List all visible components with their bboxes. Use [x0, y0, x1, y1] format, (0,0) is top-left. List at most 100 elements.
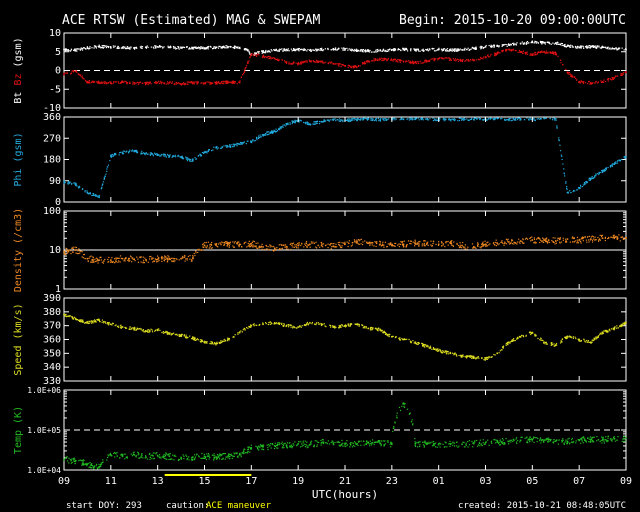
mag-scatter-dot [120, 47, 123, 49]
mag-scatter-dot [405, 47, 407, 50]
speed-scatter-dot [178, 335, 181, 337]
density-scatter-dot [600, 235, 603, 237]
phi-scatter-dot [611, 165, 614, 167]
mag-scatter-dot [309, 48, 312, 51]
mag-scatter-dot [462, 49, 464, 51]
speed-scatter-dot [545, 341, 547, 344]
speed-scatter-dot [193, 339, 195, 341]
density-scatter-dot [414, 239, 416, 241]
speed-scatter-dot [283, 325, 285, 327]
speed-scatter-dot [329, 324, 332, 327]
phi-scatter-dot [514, 118, 516, 121]
phi-scatter-dot [314, 120, 316, 123]
mag-scatter-dot [548, 41, 550, 43]
mag-scatter-dot [443, 48, 446, 50]
mag-scatter-dot [512, 49, 515, 51]
mag-scatter-dot [113, 81, 115, 83]
mag-scatter-dot [582, 46, 584, 48]
mag-scatter-dot [414, 48, 416, 50]
density-scatter-dot [164, 257, 166, 259]
mag-scatter-dot [274, 58, 276, 60]
speed-scatter-dot [500, 349, 502, 351]
mag-scatter-dot [133, 47, 135, 49]
density-scatter-dot [382, 241, 384, 243]
speed-scatter-dot [106, 323, 109, 325]
mag-scatter-dot [417, 48, 419, 50]
density-scatter-dot [562, 237, 564, 239]
density-scatter-dot [169, 258, 171, 261]
mag-data-point [320, 48, 323, 51]
density-scatter-dot [504, 242, 506, 244]
density-scatter-dot [205, 246, 207, 248]
mag-scatter-dot [319, 60, 322, 62]
density-scatter-dot [559, 241, 561, 243]
phi-scatter-dot [314, 123, 317, 125]
speed-scatter-dot [475, 358, 477, 360]
phi-scatter-dot [601, 170, 603, 172]
density-scatter-dot [612, 237, 614, 239]
phi-scatter-dot [143, 152, 145, 154]
speed-scatter-dot [103, 320, 105, 323]
temp-data-point [367, 441, 370, 444]
mag-scatter-dot [471, 47, 473, 49]
mag-scatter-dot [481, 57, 483, 60]
density-scatter-dot [521, 242, 524, 244]
phi-scatter-dot [275, 128, 277, 130]
phi-scatter-dot [73, 182, 75, 184]
speed-data-point [238, 331, 241, 334]
phi-scatter-dot [555, 119, 557, 122]
mag-scatter-dot [387, 58, 390, 60]
density-scatter-dot [72, 246, 74, 248]
density-data-point [426, 242, 428, 245]
density-scatter-dot [387, 243, 389, 245]
density-scatter-dot [243, 243, 245, 245]
phi-scatter-dot [595, 173, 597, 175]
speed-scatter-dot [244, 329, 246, 331]
density-scatter-dot [351, 244, 353, 246]
speed-scatter-dot [211, 341, 214, 343]
density-scatter-dot [389, 242, 391, 245]
density-scatter-dot [516, 243, 518, 245]
speed-scatter-dot [200, 341, 202, 343]
phi-scatter-dot [151, 153, 154, 155]
density-scatter-dot [310, 241, 312, 243]
density-scatter-dot [419, 241, 421, 243]
density-scatter-dot [350, 245, 352, 247]
phi-scatter-dot [362, 117, 364, 120]
mag-scatter-dot [250, 54, 252, 56]
mag-scatter-dot [84, 79, 87, 82]
density-scatter-dot [252, 244, 254, 246]
speed-scatter-dot [171, 333, 173, 335]
mag-scatter-dot [559, 44, 562, 46]
speed-scatter-dot [72, 317, 74, 319]
mag-scatter-dot [230, 81, 232, 83]
mag-scatter-dot [93, 81, 95, 84]
mag-scatter-dot [162, 47, 164, 49]
mag-scatter-dot [448, 50, 450, 52]
mag-scatter-dot [575, 46, 577, 48]
phi-scatter-dot [101, 184, 103, 186]
density-scatter-dot [158, 259, 160, 262]
mag-data-point [566, 71, 569, 74]
speed-scatter-dot [303, 324, 305, 326]
density-scatter-dot [442, 244, 444, 246]
mag-scatter-dot [603, 79, 605, 81]
phi-scatter-dot [324, 119, 326, 122]
phi-scatter-dot [458, 117, 461, 119]
speed-scatter-dot [197, 339, 200, 341]
phi-scatter-dot [578, 188, 580, 190]
density-scatter-dot [369, 244, 371, 246]
phi-scatter-dot [517, 117, 520, 119]
mag-scatter-dot [70, 72, 73, 74]
density-scatter-dot [204, 244, 206, 246]
mag-scatter-dot [220, 81, 223, 83]
phi-scatter-dot [286, 123, 288, 125]
speed-scatter-dot [146, 330, 148, 332]
density-scatter-dot [485, 243, 487, 246]
phi-scatter-dot [232, 145, 234, 148]
speed-scatter-dot [592, 339, 594, 342]
speed-scatter-dot [465, 356, 467, 358]
mag-scatter-dot [401, 59, 403, 62]
speed-scatter-dot [439, 348, 441, 351]
phi-scatter-dot [573, 189, 575, 192]
